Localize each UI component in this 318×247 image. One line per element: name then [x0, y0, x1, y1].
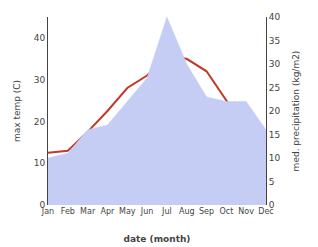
svg-text:Mar: Mar — [80, 207, 96, 216]
svg-text:0: 0 — [39, 200, 45, 210]
svg-text:Aug: Aug — [179, 207, 195, 216]
svg-text:Nov: Nov — [238, 207, 254, 216]
svg-text:5: 5 — [269, 177, 275, 187]
svg-text:20: 20 — [34, 117, 46, 127]
svg-text:30: 30 — [269, 59, 281, 69]
svg-text:Jan: Jan — [41, 207, 54, 216]
svg-text:15: 15 — [269, 130, 280, 140]
svg-text:10: 10 — [34, 158, 46, 168]
svg-text:0: 0 — [269, 200, 275, 210]
svg-text:25: 25 — [269, 83, 280, 93]
svg-text:20: 20 — [269, 106, 281, 116]
svg-text:Feb: Feb — [61, 207, 75, 216]
svg-text:40: 40 — [34, 33, 46, 43]
svg-text:Jun: Jun — [140, 207, 154, 216]
svg-text:35: 35 — [269, 36, 280, 46]
svg-text:date (month): date (month) — [124, 234, 191, 244]
svg-text:max temp (C): max temp (C) — [12, 80, 22, 142]
svg-text:Jul: Jul — [161, 207, 172, 216]
svg-text:Oct: Oct — [219, 207, 233, 216]
svg-text:Apr: Apr — [101, 207, 116, 216]
svg-text:40: 40 — [269, 12, 281, 22]
svg-text:30: 30 — [34, 75, 46, 85]
svg-text:Dec: Dec — [258, 207, 273, 216]
svg-text:Sep: Sep — [199, 207, 214, 216]
svg-text:10: 10 — [269, 153, 281, 163]
svg-text:med. precipitation (kg/m2): med. precipitation (kg/m2) — [291, 51, 301, 172]
svg-text:May: May — [119, 207, 136, 216]
